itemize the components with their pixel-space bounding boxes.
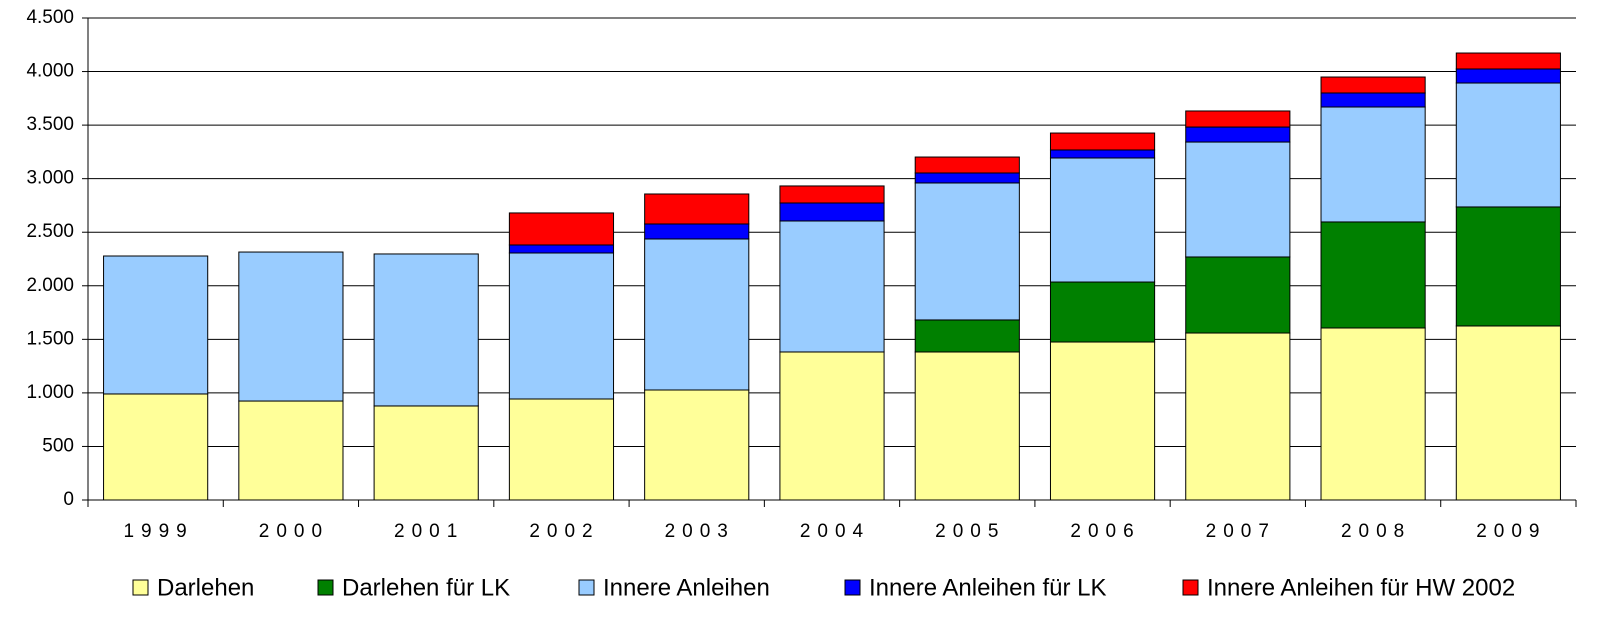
bar-segment (1185, 256, 1291, 334)
x-tick-label: 2009 (1476, 521, 1546, 542)
bar-segment (508, 252, 615, 400)
bar-segment (1049, 132, 1156, 151)
bar-segment (508, 212, 615, 246)
bar-segment (1455, 68, 1561, 84)
bar-segment (779, 220, 885, 353)
bar-segment (1320, 106, 1426, 223)
legend-label: Innere Anleihen für LK (869, 574, 1107, 601)
bar-segment (373, 253, 479, 407)
bar-segment (644, 193, 750, 225)
legend-label: Darlehen (157, 574, 254, 601)
x-tick-label: 2000 (259, 521, 329, 542)
bar-segment (779, 351, 885, 501)
legend-swatch (132, 579, 149, 596)
y-tick-label: 4.500 (26, 7, 74, 28)
x-tick-label: 2008 (1341, 521, 1411, 542)
bar-segment (914, 351, 1020, 501)
bar-segment (238, 400, 344, 501)
bar-segment (644, 389, 750, 501)
x-tick-label: 2003 (665, 521, 735, 542)
x-tick-label: 2004 (800, 521, 870, 542)
x-tick-label: 2005 (935, 521, 1005, 542)
bar-segment (914, 156, 1020, 174)
legend-swatch (317, 579, 334, 596)
bar-segment (1049, 341, 1156, 501)
bar-segment (1455, 82, 1561, 208)
bar-segment (1320, 221, 1426, 329)
x-tick-label: 2006 (1070, 521, 1140, 542)
legend-label: Innere Anleihen (603, 574, 770, 601)
bar-segment (1455, 206, 1561, 327)
bar-segment (238, 251, 344, 402)
legend-swatch (844, 579, 861, 596)
y-tick-label: 0 (63, 489, 74, 510)
x-tick-label: 2007 (1206, 521, 1276, 542)
bar-segment (914, 182, 1020, 321)
bar-segment (1185, 126, 1291, 143)
bar-segment (644, 223, 750, 240)
bar-segment (103, 255, 209, 395)
bar-segment (1455, 52, 1561, 70)
y-tick-label: 1.000 (26, 382, 74, 403)
y-tick-label: 4.000 (26, 61, 74, 82)
bar-segment (1049, 157, 1156, 283)
bar-segment (1320, 92, 1426, 108)
bar-segment (103, 393, 209, 501)
y-tick-label: 2.000 (26, 275, 74, 296)
x-tick-label: 1999 (123, 521, 193, 542)
legend-swatch (1182, 579, 1199, 596)
bar-segment (1049, 281, 1156, 343)
bar-segment (1455, 325, 1561, 501)
bar-segment (914, 319, 1020, 353)
y-tick-label: 1.500 (26, 328, 74, 349)
legend-swatch (578, 579, 595, 596)
bar-segment (1185, 141, 1291, 258)
legend-label: Darlehen für LK (342, 574, 510, 601)
bar-segment (1185, 110, 1291, 128)
y-tick-label: 3.000 (26, 168, 74, 189)
y-tick-label: 3.500 (26, 114, 74, 135)
y-tick-label: 500 (42, 435, 74, 456)
bar-segment (779, 202, 885, 222)
bar-segment (1049, 149, 1156, 159)
bar-segment (644, 238, 750, 391)
bar-segment (1320, 327, 1426, 501)
bar-segment (779, 185, 885, 204)
bar-segment (914, 172, 1020, 184)
x-tick-label: 2001 (394, 521, 464, 542)
x-tick-label: 2002 (529, 521, 599, 542)
bar-segment (1185, 332, 1291, 501)
y-tick-label: 2.500 (26, 221, 74, 242)
bar-segment (373, 405, 479, 501)
legend-label: Innere Anleihen für HW 2002 (1207, 574, 1515, 601)
bar-segment (1320, 76, 1426, 94)
bar-segment (508, 398, 615, 501)
bar-segment (508, 244, 615, 254)
